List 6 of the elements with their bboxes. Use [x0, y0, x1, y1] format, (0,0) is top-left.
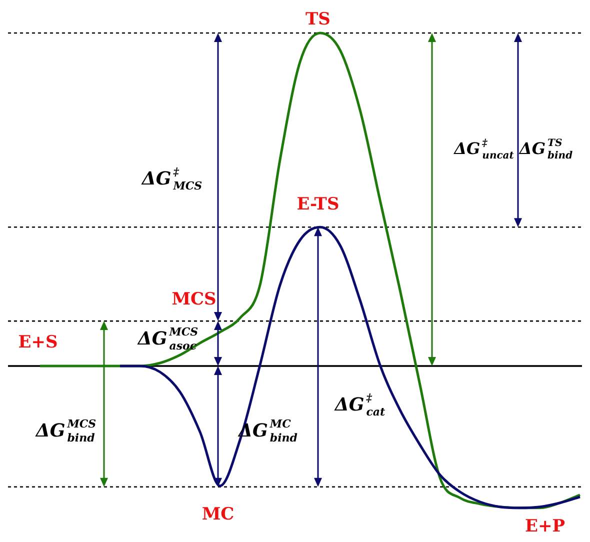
annotation: E-TS [296, 194, 340, 214]
annotation: MC [202, 504, 234, 524]
annotation: MCS [172, 289, 216, 310]
text: E+P [525, 516, 566, 536]
text: TS [306, 9, 330, 30]
annotation: E+S [18, 332, 58, 352]
